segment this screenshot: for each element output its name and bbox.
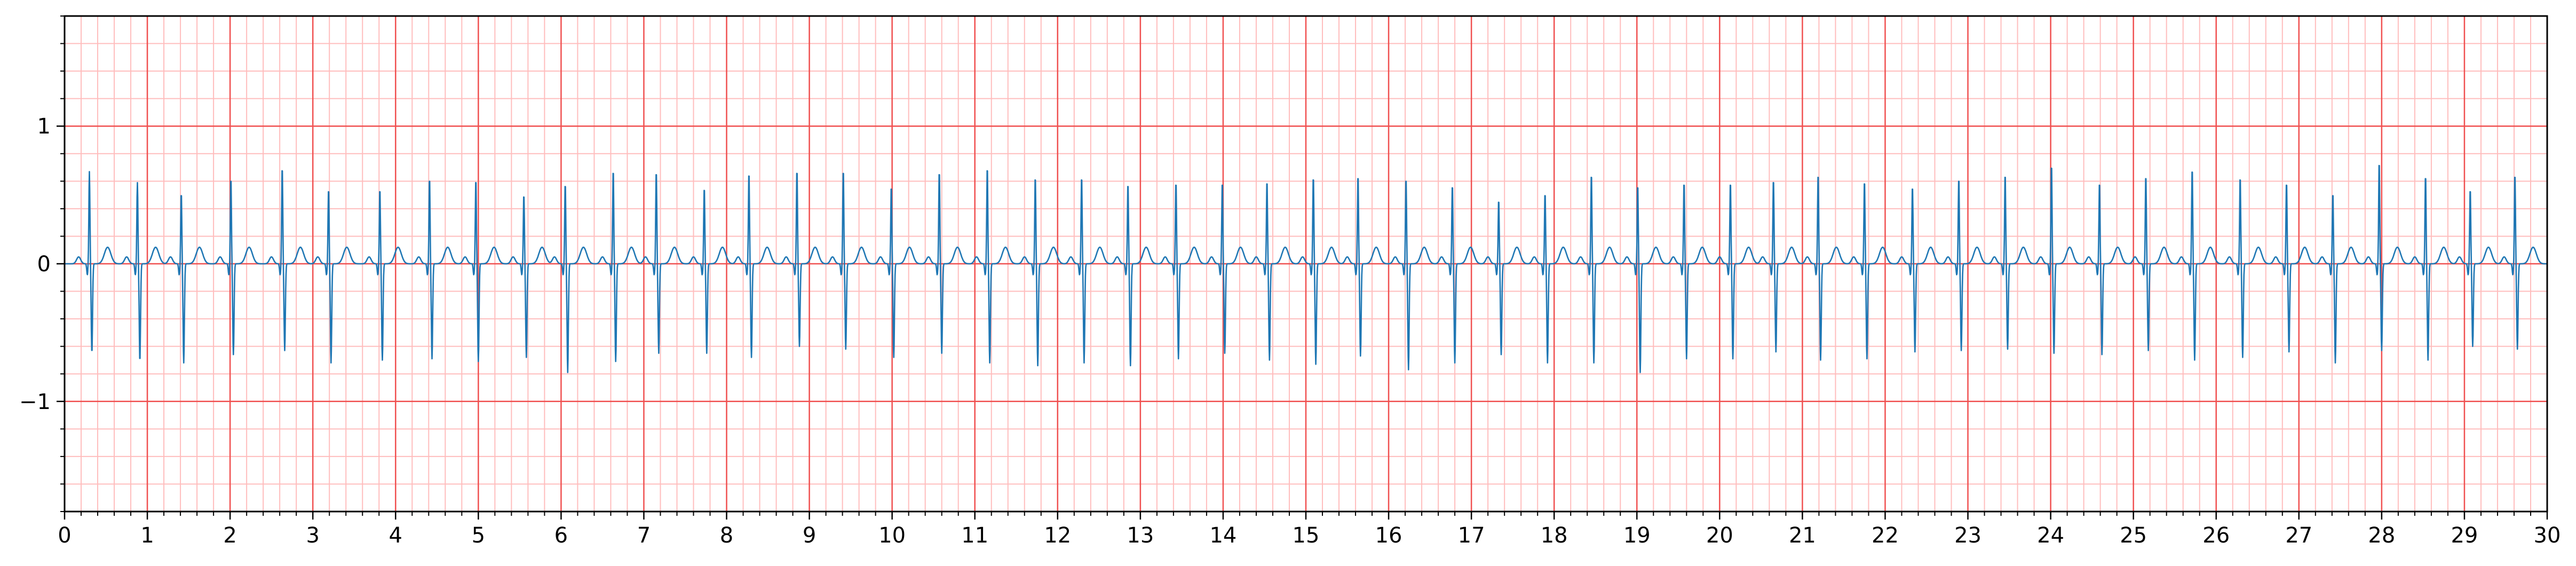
x-tick-label: 3 <box>306 523 319 548</box>
x-tick-label: 8 <box>720 523 733 548</box>
x-tick-label: 18 <box>1541 523 1568 548</box>
x-tick-label: 16 <box>1375 523 1402 548</box>
x-tick-label: 4 <box>389 523 402 548</box>
x-tick-label: 6 <box>554 523 568 548</box>
x-tick-label: 19 <box>1623 523 1651 548</box>
x-tick-label: 23 <box>1954 523 1981 548</box>
x-tick-label: 27 <box>2285 523 2312 548</box>
x-tick-label: 7 <box>637 523 651 548</box>
x-tick-label: 15 <box>1293 523 1320 548</box>
x-tick-label: 10 <box>878 523 906 548</box>
x-tick-label: 21 <box>1789 523 1816 548</box>
x-tick-label: 28 <box>2368 523 2395 548</box>
x-tick-label: 2 <box>223 523 236 548</box>
x-tick-label: 17 <box>1458 523 1485 548</box>
y-tick-label: −1 <box>19 390 51 414</box>
x-tick-label: 24 <box>2037 523 2064 548</box>
x-tick-label: 22 <box>1872 523 1899 548</box>
x-tick-label: 5 <box>472 523 485 548</box>
x-tick-label: 25 <box>2120 523 2147 548</box>
x-tick-label: 29 <box>2451 523 2478 548</box>
y-tick-label: 1 <box>37 114 51 139</box>
x-tick-label: 13 <box>1127 523 1154 548</box>
x-tick-label: 11 <box>961 523 988 548</box>
x-tick-label: 26 <box>2202 523 2230 548</box>
y-tick-label: 0 <box>37 252 51 277</box>
x-tick-label: 14 <box>1209 523 1237 548</box>
x-tick-label: 12 <box>1044 523 1071 548</box>
x-tick-label: 9 <box>803 523 816 548</box>
series-line-0 <box>64 164 2548 373</box>
x-tick-label: 1 <box>140 523 154 548</box>
x-tick-label: 20 <box>1706 523 1733 548</box>
ticks: 0 1 2 3 4 5 6 7 8 9 10 11 12 13 14 15 16 17 18 19 20 21 22 23 24… <box>19 15 2561 548</box>
series-layer <box>64 164 2548 373</box>
x-tick-label: 0 <box>58 523 71 548</box>
x-tick-label: 30 <box>2534 523 2561 548</box>
